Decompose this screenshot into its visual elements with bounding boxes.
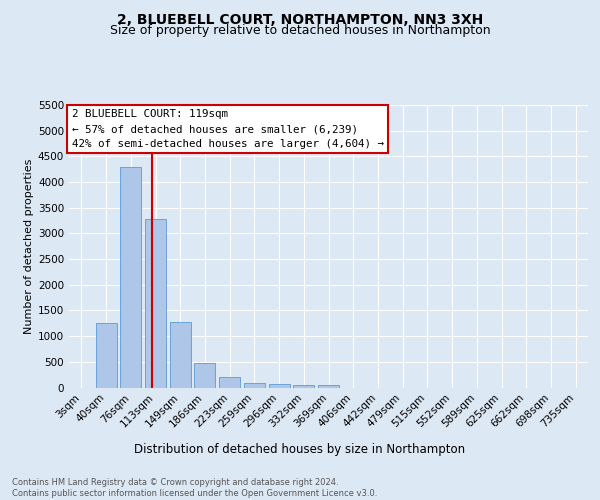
Bar — [145, 219, 166, 388]
Bar — [120, 166, 141, 388]
Text: Contains HM Land Registry data © Crown copyright and database right 2024.
Contai: Contains HM Land Registry data © Crown c… — [12, 478, 377, 498]
Bar — [95, 323, 116, 388]
Y-axis label: Number of detached properties: Number of detached properties — [24, 158, 34, 334]
Bar — [318, 385, 339, 388]
Bar — [244, 383, 265, 388]
Text: Distribution of detached houses by size in Northampton: Distribution of detached houses by size … — [134, 442, 466, 456]
Text: 2 BLUEBELL COURT: 119sqm
← 57% of detached houses are smaller (6,239)
42% of sem: 2 BLUEBELL COURT: 119sqm ← 57% of detach… — [71, 109, 383, 149]
Bar — [194, 363, 215, 388]
Bar — [170, 322, 191, 388]
Text: 2, BLUEBELL COURT, NORTHAMPTON, NN3 3XH: 2, BLUEBELL COURT, NORTHAMPTON, NN3 3XH — [117, 12, 483, 26]
Bar — [219, 378, 240, 388]
Bar — [293, 385, 314, 388]
Bar — [269, 384, 290, 388]
Text: Size of property relative to detached houses in Northampton: Size of property relative to detached ho… — [110, 24, 490, 37]
